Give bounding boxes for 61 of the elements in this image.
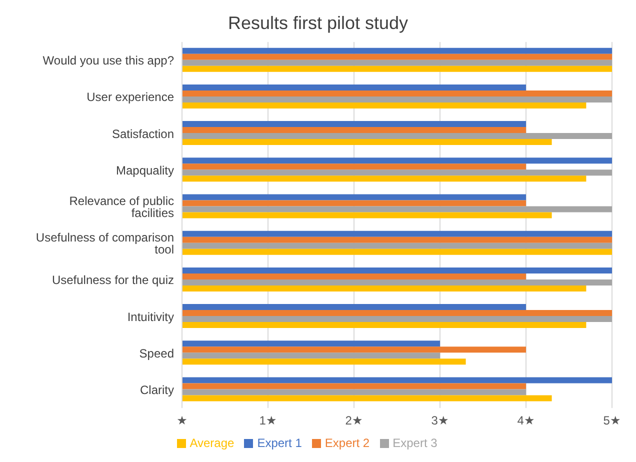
y-tick-label: Clarity bbox=[140, 382, 174, 397]
bar bbox=[182, 285, 586, 292]
bar bbox=[182, 206, 612, 212]
y-tick-label: Would you use this app? bbox=[42, 54, 174, 68]
bar bbox=[182, 279, 612, 286]
y-tick-label: Usefulness for the quiz bbox=[52, 273, 174, 288]
bar bbox=[182, 352, 440, 359]
x-tick-label: ★ bbox=[176, 414, 188, 428]
bar bbox=[182, 133, 612, 140]
y-tick-label: Speed bbox=[139, 346, 174, 360]
bar bbox=[182, 322, 586, 328]
bar bbox=[182, 273, 526, 280]
bar bbox=[182, 84, 526, 90]
bar bbox=[182, 176, 586, 182]
y-tick-label: User experience bbox=[86, 90, 174, 104]
bar bbox=[182, 102, 586, 108]
bar bbox=[182, 212, 552, 218]
bar bbox=[182, 389, 526, 396]
x-tick-label: 1★ bbox=[259, 414, 277, 428]
x-tick-label: 2★ bbox=[345, 414, 363, 428]
bar bbox=[182, 346, 526, 353]
bar bbox=[182, 194, 526, 200]
legend-label: Expert 3 bbox=[392, 436, 438, 450]
chart-title: Results first pilot study bbox=[226, 12, 410, 35]
bar bbox=[182, 383, 526, 390]
legend-label: Expert 2 bbox=[324, 436, 370, 450]
bar bbox=[182, 395, 552, 402]
bar bbox=[182, 60, 612, 66]
bar bbox=[182, 158, 612, 164]
bar bbox=[182, 230, 612, 237]
bar bbox=[182, 66, 612, 72]
bar bbox=[182, 200, 526, 206]
bar bbox=[182, 96, 612, 102]
y-tick-label: Mapquality bbox=[116, 163, 174, 178]
bar bbox=[182, 248, 612, 255]
bar bbox=[182, 267, 612, 274]
x-tick-label: 4★ bbox=[517, 414, 535, 428]
y-tick-label: Usefulness of comparison tool bbox=[36, 230, 174, 257]
bar bbox=[182, 340, 440, 347]
y-tick-label: Intuitivity bbox=[127, 310, 174, 324]
bar bbox=[182, 48, 612, 54]
x-tick-label: 3★ bbox=[431, 414, 449, 428]
bar bbox=[182, 377, 612, 384]
bar bbox=[182, 358, 466, 365]
legend-label: Expert 1 bbox=[257, 436, 302, 450]
bar bbox=[182, 164, 526, 170]
legend-label: Average bbox=[190, 436, 234, 450]
bar bbox=[182, 121, 526, 128]
y-tick-label: Satisfaction bbox=[112, 126, 174, 141]
bar bbox=[182, 310, 612, 316]
bar bbox=[182, 139, 552, 146]
bar bbox=[182, 90, 612, 96]
bar bbox=[182, 170, 612, 176]
bar bbox=[182, 304, 526, 310]
bar bbox=[182, 127, 526, 134]
bar bbox=[182, 236, 612, 243]
bar bbox=[182, 54, 612, 60]
bar bbox=[182, 242, 612, 249]
y-tick-label: Relevance of public facilities bbox=[69, 194, 174, 220]
x-tick-label: 5★ bbox=[603, 414, 621, 428]
bar bbox=[182, 316, 612, 322]
